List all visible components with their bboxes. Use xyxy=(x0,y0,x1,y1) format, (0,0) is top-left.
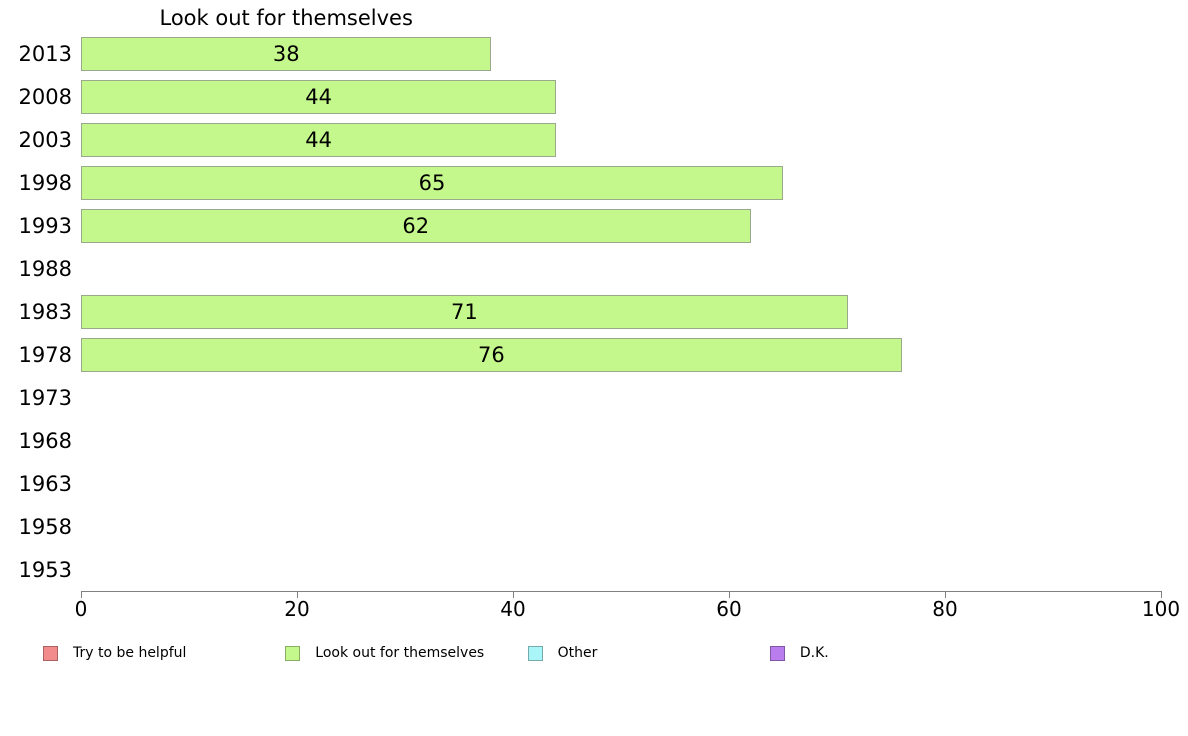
y-axis-label: 1958 xyxy=(18,514,72,539)
y-axis-label: 1983 xyxy=(18,299,72,324)
legend-swatch-icon xyxy=(285,645,301,661)
chart-row: 2008 44 xyxy=(0,75,1188,118)
x-axis-tick-label: 100 xyxy=(1141,597,1181,621)
x-axis-tick-label: 80 xyxy=(932,597,958,621)
chart-row: 2013 38 xyxy=(0,32,1188,75)
bar[interactable]: 62 xyxy=(81,208,751,243)
bar[interactable]: 71 xyxy=(81,294,848,329)
chart-row: 1973 xyxy=(0,376,1188,419)
bar-value-label: 76 xyxy=(478,342,505,367)
y-axis-label: 2003 xyxy=(18,127,72,152)
chart-row: 1993 62 xyxy=(0,204,1188,247)
bar-value-label: 62 xyxy=(402,213,430,238)
x-axis-tick-label: 20 xyxy=(284,597,310,621)
x-axis-tick-label: 0 xyxy=(74,597,88,621)
legend-item-label: Look out for themselves xyxy=(315,645,485,661)
bar[interactable]: 44 xyxy=(81,122,557,157)
y-axis-label: 1998 xyxy=(18,170,72,195)
y-axis-label: 2013 xyxy=(18,41,72,66)
x-axis-tick-label: 60 xyxy=(716,597,742,621)
x-axis-tick xyxy=(729,591,730,598)
bar-value-label: 38 xyxy=(272,41,300,66)
chart-row: 2003 44 xyxy=(0,118,1188,161)
chart-row: 1988 xyxy=(0,247,1188,290)
legend-swatch-icon xyxy=(43,645,58,661)
bar[interactable]: 65 xyxy=(81,165,783,200)
y-axis-label: 2008 xyxy=(18,84,72,109)
x-axis-tick xyxy=(513,591,514,598)
bar-value-label: 44 xyxy=(305,127,332,152)
chart-row: 1953 xyxy=(0,548,1188,591)
legend-item-label: Try to be helpful xyxy=(73,645,187,661)
legend-item-label: D.K. xyxy=(799,645,829,661)
bar[interactable]: 38 xyxy=(81,36,492,71)
legend-swatch-icon xyxy=(527,645,543,661)
y-axis-label: 1963 xyxy=(18,471,72,496)
legend-item[interactable]: D.K. xyxy=(769,644,829,662)
legend: Try to be helpful Look out for themselves… xyxy=(0,644,1188,664)
y-axis-label: 1988 xyxy=(18,256,72,281)
chart-title: Look out for themselves xyxy=(159,6,413,30)
chart-row: 1958 xyxy=(0,505,1188,548)
x-axis-tick xyxy=(297,591,298,598)
x-axis-tick xyxy=(1161,591,1162,598)
legend-item[interactable]: Other xyxy=(527,644,598,662)
y-axis-label: 1978 xyxy=(18,342,72,367)
bar[interactable]: 44 xyxy=(81,79,557,114)
x-axis-tick xyxy=(81,591,82,598)
chart-row: 1978 76 xyxy=(0,333,1188,376)
chart-row: 1998 65 xyxy=(0,161,1188,204)
x-axis-tick-label: 40 xyxy=(500,597,526,621)
x-axis-tick xyxy=(945,591,946,598)
y-axis-label: 1993 xyxy=(18,213,72,238)
bar-value-label: 44 xyxy=(305,84,332,109)
chart-row: 1968 xyxy=(0,419,1188,462)
chart-row: 1963 xyxy=(0,462,1188,505)
chart-row: 1983 71 xyxy=(0,290,1188,333)
bar-value-label: 65 xyxy=(418,170,446,195)
legend-item-label: Other xyxy=(557,645,598,661)
legend-item[interactable]: Look out for themselves xyxy=(285,644,484,662)
bar-value-label: 71 xyxy=(451,299,478,324)
y-axis-label: 1968 xyxy=(18,428,72,453)
y-axis-label: 1973 xyxy=(18,385,72,410)
x-axis-line xyxy=(81,591,1161,592)
y-axis-label: 1953 xyxy=(18,557,72,582)
legend-item[interactable]: Try to be helpful xyxy=(43,644,186,662)
legend-swatch-icon xyxy=(769,645,785,661)
bar[interactable]: 76 xyxy=(81,337,902,372)
